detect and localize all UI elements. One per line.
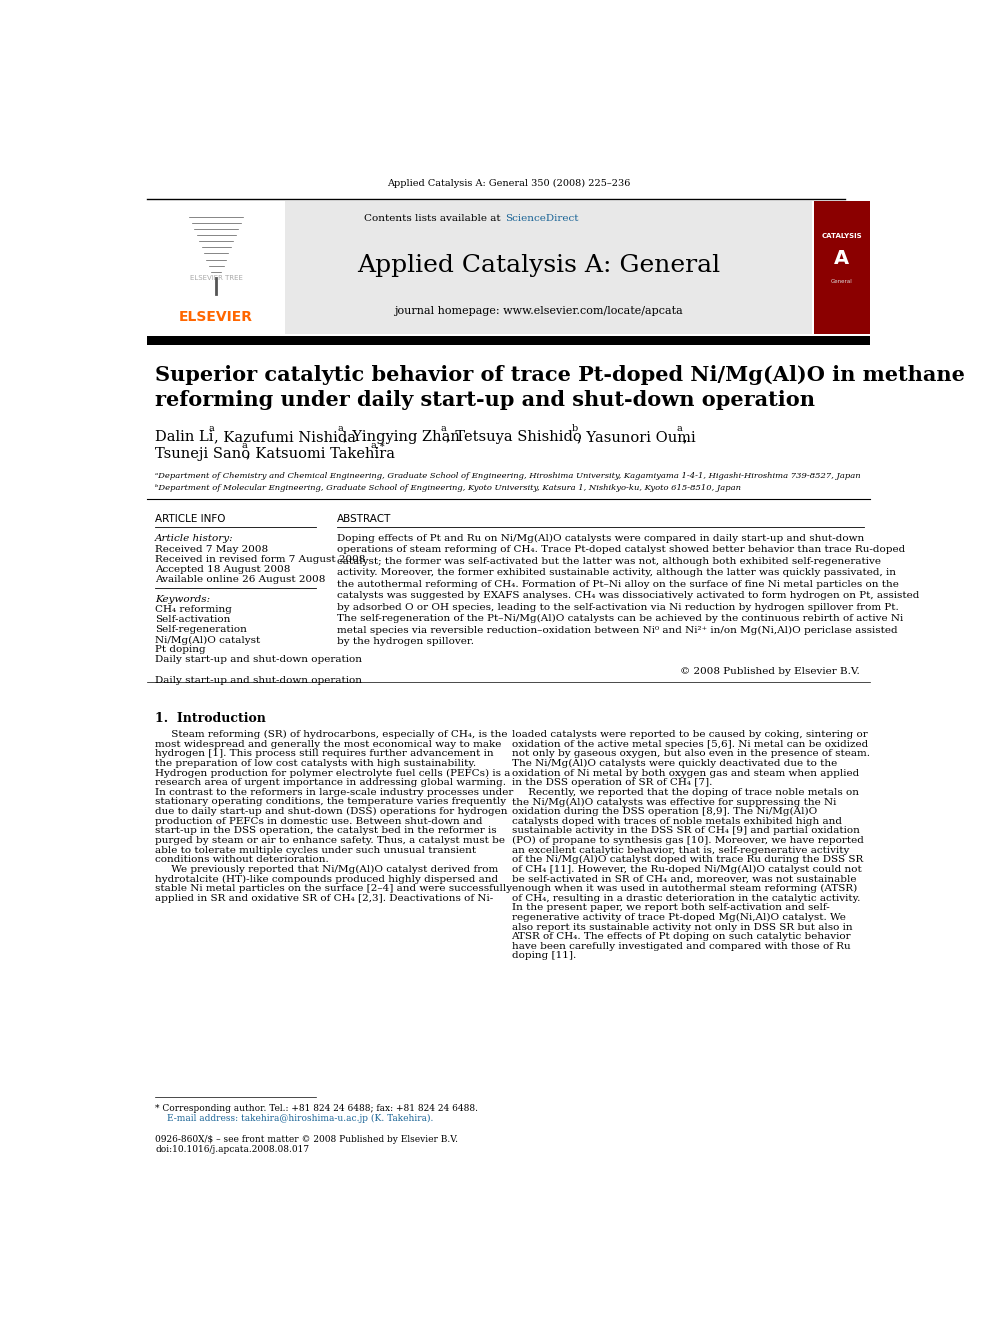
Text: ᵇDepartment of Molecular Engineering, Graduate School of Engineering, Kyoto Univ: ᵇDepartment of Molecular Engineering, Gr… xyxy=(155,484,741,492)
Text: also report its sustainable activity not only in DSS SR but also in: also report its sustainable activity not… xyxy=(512,922,852,931)
Text: Tsuneji Sano: Tsuneji Sano xyxy=(155,447,250,460)
Bar xyxy=(147,336,870,345)
Text: Self-regeneration: Self-regeneration xyxy=(155,626,247,635)
Text: start-up in the DSS operation, the catalyst bed in the reformer is: start-up in the DSS operation, the catal… xyxy=(155,827,497,835)
Text: due to daily start-up and shut-down (DSS) operations for hydrogen: due to daily start-up and shut-down (DSS… xyxy=(155,807,508,816)
Text: in the DSS operation of SR of CH₄ [7].: in the DSS operation of SR of CH₄ [7]. xyxy=(512,778,712,787)
Text: Received 7 May 2008: Received 7 May 2008 xyxy=(155,545,268,553)
Text: loaded catalysts were reported to be caused by coking, sintering or: loaded catalysts were reported to be cau… xyxy=(512,730,867,740)
Text: most widespread and generally the most economical way to make: most widespread and generally the most e… xyxy=(155,740,501,749)
Text: Accepted 18 August 2008: Accepted 18 August 2008 xyxy=(155,565,291,574)
Text: ScienceDirect: ScienceDirect xyxy=(505,214,578,224)
Text: oxidation of the active metal species [5,6]. Ni metal can be oxidized: oxidation of the active metal species [5… xyxy=(512,740,868,749)
Text: 0926-860X/$ – see front matter © 2008 Published by Elsevier B.V.: 0926-860X/$ – see front matter © 2008 Pu… xyxy=(155,1135,458,1144)
Text: Steam reforming (SR) of hydrocarbons, especially of CH₄, is the: Steam reforming (SR) of hydrocarbons, es… xyxy=(155,730,508,740)
Text: We previously reported that Ni/Mg(Al)O catalyst derived from: We previously reported that Ni/Mg(Al)O c… xyxy=(155,865,498,875)
Text: Recently, we reported that the doping of trace noble metals on: Recently, we reported that the doping of… xyxy=(512,789,858,796)
Text: General: General xyxy=(830,279,852,284)
Text: Daily start-up and shut-down operation: Daily start-up and shut-down operation xyxy=(155,655,362,664)
Text: a,∗: a,∗ xyxy=(370,441,386,450)
Text: , Yasunori Oumi: , Yasunori Oumi xyxy=(577,430,696,443)
Text: Applied Catalysis A: General 350 (2008) 225–236: Applied Catalysis A: General 350 (2008) … xyxy=(387,179,630,188)
Text: A: A xyxy=(834,249,849,269)
Text: catalysts doped with traces of noble metals exhibited high and: catalysts doped with traces of noble met… xyxy=(512,816,841,826)
Text: of CH₄ [11]. However, the Ru-doped Ni/Mg(Al)O catalyst could not: of CH₄ [11]. However, the Ru-doped Ni/Mg… xyxy=(512,865,861,875)
Text: b: b xyxy=(572,423,578,433)
Text: doping [11].: doping [11]. xyxy=(512,951,575,960)
Text: Received in revised form 7 August 2008: Received in revised form 7 August 2008 xyxy=(155,554,365,564)
Text: regenerative activity of trace Pt-doped Mg(Ni,Al)O catalyst. We: regenerative activity of trace Pt-doped … xyxy=(512,913,845,922)
Text: , Kazufumi Nishida: , Kazufumi Nishida xyxy=(214,430,356,443)
Text: Applied Catalysis A: General: Applied Catalysis A: General xyxy=(357,254,720,277)
Text: The Ni/Mg(Al)O catalysts were quickly deactivated due to the: The Ni/Mg(Al)O catalysts were quickly de… xyxy=(512,759,836,769)
Text: Self-activation: Self-activation xyxy=(155,615,230,624)
Text: Superior catalytic behavior of trace Pt-doped Ni/Mg(Al)O in methane
reforming un: Superior catalytic behavior of trace Pt-… xyxy=(155,365,965,410)
Text: ELSEVIER TREE: ELSEVIER TREE xyxy=(189,275,243,280)
Bar xyxy=(813,201,870,335)
Text: (PO) of propane to synthesis gas [10]. Moreover, we have reported: (PO) of propane to synthesis gas [10]. M… xyxy=(512,836,863,845)
Text: Ni/Mg(Al)O catalyst: Ni/Mg(Al)O catalyst xyxy=(155,635,260,644)
Text: enough when it was used in autothermal steam reforming (ATSR): enough when it was used in autothermal s… xyxy=(512,884,857,893)
Text: a: a xyxy=(440,423,446,433)
Text: Dalin Li: Dalin Li xyxy=(155,430,213,443)
Text: purged by steam or air to enhance safety. Thus, a catalyst must be: purged by steam or air to enhance safety… xyxy=(155,836,505,845)
Text: In contrast to the reformers in large-scale industry processes under: In contrast to the reformers in large-sc… xyxy=(155,789,514,796)
Text: research area of urgent importance in addressing global warming.: research area of urgent importance in ad… xyxy=(155,778,506,787)
Text: In the present paper, we report both self-activation and self-: In the present paper, we report both sel… xyxy=(512,904,829,913)
Text: a: a xyxy=(208,423,214,433)
Text: journal homepage: www.elsevier.com/locate/apcata: journal homepage: www.elsevier.com/locat… xyxy=(394,306,683,316)
Text: , Tetsuya Shishido: , Tetsuya Shishido xyxy=(445,430,581,443)
Text: CH₄ reforming: CH₄ reforming xyxy=(155,606,232,614)
Text: hydrogen [1]. This process still requires further advancement in: hydrogen [1]. This process still require… xyxy=(155,749,494,758)
Text: of the Ni/Mg(Al)O catalyst doped with trace Ru during the DSS SR: of the Ni/Mg(Al)O catalyst doped with tr… xyxy=(512,855,863,864)
Text: stationary operating conditions, the temperature varies frequently: stationary operating conditions, the tem… xyxy=(155,798,506,807)
Text: not only by gaseous oxygen, but also even in the presence of steam.: not only by gaseous oxygen, but also eve… xyxy=(512,749,870,758)
Text: ,: , xyxy=(682,430,686,443)
Text: ᵃDepartment of Chemistry and Chemical Engineering, Graduate School of Engineerin: ᵃDepartment of Chemistry and Chemical En… xyxy=(155,472,861,480)
Bar xyxy=(147,201,286,335)
Text: Doping effects of Pt and Ru on Ni/Mg(Al)O catalysts were compared in daily start: Doping effects of Pt and Ru on Ni/Mg(Al)… xyxy=(337,533,920,646)
Text: Keywords:: Keywords: xyxy=(155,595,210,605)
Text: production of PEFCs in domestic use. Between shut-down and: production of PEFCs in domestic use. Bet… xyxy=(155,816,482,826)
Text: CATALYSIS: CATALYSIS xyxy=(821,233,862,238)
Text: oxidation during the DSS operation [8,9]. The Ni/Mg(Al)O: oxidation during the DSS operation [8,9]… xyxy=(512,807,816,816)
Text: Pt doping: Pt doping xyxy=(155,646,205,655)
Text: a: a xyxy=(337,423,343,433)
Text: E-mail address: takehira@hiroshima-u.ac.jp (K. Takehira).: E-mail address: takehira@hiroshima-u.ac.… xyxy=(167,1114,433,1123)
Text: oxidation of Ni metal by both oxygen gas and steam when applied: oxidation of Ni metal by both oxygen gas… xyxy=(512,769,859,778)
Text: , Yingying Zhan: , Yingying Zhan xyxy=(342,430,459,443)
Text: Daily start-up and shut-down operation: Daily start-up and shut-down operation xyxy=(155,676,362,685)
Text: applied in SR and oxidative SR of CH₄ [2,3]. Deactivations of Ni-: applied in SR and oxidative SR of CH₄ [2… xyxy=(155,894,493,902)
Text: of CH₄, resulting in a drastic deterioration in the catalytic activity.: of CH₄, resulting in a drastic deteriora… xyxy=(512,894,860,902)
Bar xyxy=(147,201,812,335)
Text: Contents lists available at: Contents lists available at xyxy=(364,214,504,224)
Text: 1.  Introduction: 1. Introduction xyxy=(155,712,266,725)
Text: be self-activated in SR of CH₄ and, moreover, was not sustainable: be self-activated in SR of CH₄ and, more… xyxy=(512,875,856,884)
Text: Article history:: Article history: xyxy=(155,533,234,542)
Text: sustainable activity in the DSS SR of CH₄ [9] and partial oxidation: sustainable activity in the DSS SR of CH… xyxy=(512,827,859,835)
Text: * Corresponding author. Tel.: +81 824 24 6488; fax: +81 824 24 6488.: * Corresponding author. Tel.: +81 824 24… xyxy=(155,1105,478,1114)
Text: a: a xyxy=(241,441,247,450)
Text: ARTICLE INFO: ARTICLE INFO xyxy=(155,515,225,524)
Text: a: a xyxy=(677,423,682,433)
Text: Available online 26 August 2008: Available online 26 August 2008 xyxy=(155,574,325,583)
Text: conditions without deterioration.: conditions without deterioration. xyxy=(155,855,328,864)
Text: hydrotalcite (HT)-like compounds produced highly dispersed and: hydrotalcite (HT)-like compounds produce… xyxy=(155,875,498,884)
Text: stable Ni metal particles on the surface [2–4] and were successfully: stable Ni metal particles on the surface… xyxy=(155,884,512,893)
Text: Hydrogen production for polymer electrolyte fuel cells (PEFCs) is a: Hydrogen production for polymer electrol… xyxy=(155,769,510,778)
Text: the preparation of low cost catalysts with high sustainability.: the preparation of low cost catalysts wi… xyxy=(155,759,476,767)
Text: ELSEVIER: ELSEVIER xyxy=(180,310,253,324)
Text: have been carefully investigated and compared with those of Ru: have been carefully investigated and com… xyxy=(512,942,850,951)
Text: , Katsuomi Takehira: , Katsuomi Takehira xyxy=(246,447,396,460)
Text: ABSTRACT: ABSTRACT xyxy=(337,515,392,524)
Text: ATSR of CH₄. The effects of Pt doping on such catalytic behavior: ATSR of CH₄. The effects of Pt doping on… xyxy=(512,933,851,941)
Text: doi:10.1016/j.apcata.2008.08.017: doi:10.1016/j.apcata.2008.08.017 xyxy=(155,1146,310,1154)
Text: able to tolerate multiple cycles under such unusual transient: able to tolerate multiple cycles under s… xyxy=(155,845,476,855)
Text: © 2008 Published by Elsevier B.V.: © 2008 Published by Elsevier B.V. xyxy=(681,667,860,676)
Text: the Ni/Mg(Al)O catalysts was effective for suppressing the Ni: the Ni/Mg(Al)O catalysts was effective f… xyxy=(512,798,836,807)
Text: an excellent catalytic behavior, that is, self-regenerative activity: an excellent catalytic behavior, that is… xyxy=(512,845,849,855)
